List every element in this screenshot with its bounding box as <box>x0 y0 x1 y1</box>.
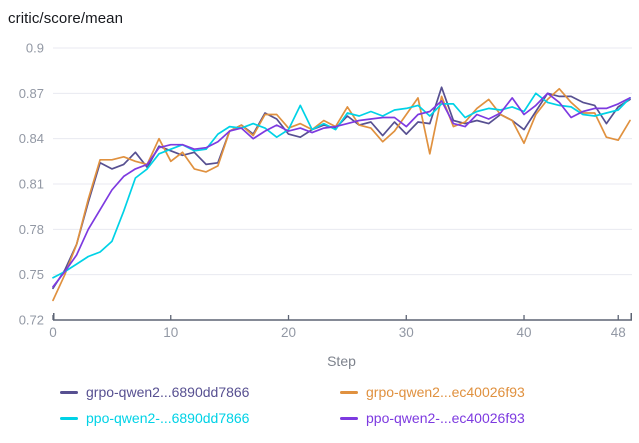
chart-title: critic/score/mean <box>8 10 124 27</box>
x-tick-label: 48 <box>611 325 626 340</box>
series-line <box>52 87 631 302</box>
legend-item[interactable]: ppo-qwen2-...6890dd7866 <box>60 408 340 428</box>
y-tick-label: 0.9 <box>26 41 44 56</box>
x-tick-label: 10 <box>163 325 178 340</box>
series-line <box>52 92 631 288</box>
legend-item[interactable]: grpo-qwen2...ec40026f93 <box>340 382 525 402</box>
legend-label: ppo-qwen2-...ec40026f93 <box>366 410 525 426</box>
line-chart[interactable]: 0.9 0.87 0.84 0.81 0.78 0.75 0.72 0 10 20 30 40 48 St… <box>0 38 639 378</box>
y-tick-label: 0.81 <box>19 177 44 192</box>
legend-item[interactable]: ppo-qwen2-...ec40026f93 <box>340 408 525 428</box>
y-tick-label: 0.78 <box>19 222 44 237</box>
legend-item[interactable]: grpo-qwen2...6890dd7866 <box>60 382 340 402</box>
y-tick-label: 0.72 <box>19 313 44 328</box>
legend-line-swatch-icon <box>340 416 358 420</box>
y-tick-label: 0.87 <box>19 86 44 101</box>
legend-label: grpo-qwen2...6890dd7866 <box>86 384 250 400</box>
x-tick-label: 20 <box>281 325 296 340</box>
chart-legend: grpo-qwen2...6890dd7866 grpo-qwen2...ec4… <box>60 382 525 428</box>
y-tick-label: 0.75 <box>19 267 44 282</box>
legend-line-swatch-icon <box>60 416 78 420</box>
legend-label: ppo-qwen2-...6890dd7866 <box>86 410 250 426</box>
series-line <box>52 92 631 279</box>
x-axis-title: Step <box>327 353 356 369</box>
x-tick-label: 0 <box>49 325 57 340</box>
legend-label: grpo-qwen2...ec40026f93 <box>366 384 525 400</box>
y-tick-label: 0.84 <box>19 131 44 146</box>
x-tick-label: 40 <box>517 325 532 340</box>
legend-line-swatch-icon <box>340 390 358 394</box>
x-tick-label: 30 <box>399 325 414 340</box>
legend-line-swatch-icon <box>60 390 78 394</box>
